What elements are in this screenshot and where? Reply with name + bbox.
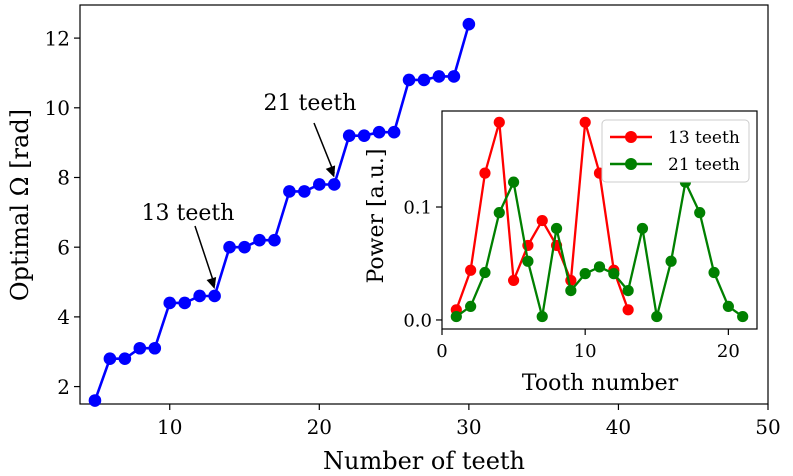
inset-data-point-21-teeth <box>694 207 706 219</box>
main-data-point-optimal-omega <box>432 70 446 83</box>
inset-x-tick-label: 10 <box>574 341 597 362</box>
inset-data-point-21-teeth <box>722 300 734 313</box>
main-y-axis-label: Optimal Ω [rad] <box>6 109 34 301</box>
main-data-point-optimal-omega <box>268 233 281 247</box>
inset-data-point-13-teeth <box>507 274 520 287</box>
main-series <box>88 17 476 407</box>
main-data-point-optimal-omega <box>298 185 311 198</box>
main-data-point-optimal-omega <box>327 178 341 191</box>
inset-data-point-21-teeth <box>479 266 491 279</box>
inset-data-point-21-teeth <box>450 310 462 323</box>
main-data-point-optimal-omega <box>342 129 356 142</box>
inset-data-point-21-teeth <box>565 284 577 297</box>
inset-data-point-21-teeth <box>737 310 749 323</box>
main-x-tick-label: 30 <box>456 415 481 439</box>
inset-y-tick-label: 0.1 <box>403 197 432 218</box>
inset-data-point-21-teeth <box>665 255 677 267</box>
inset-y-tick-label: 0.0 <box>403 310 432 331</box>
main-data-point-optimal-omega <box>253 233 266 247</box>
inset-data-point-21-teeth <box>550 222 563 235</box>
inset-data-point-13-teeth <box>622 304 634 316</box>
inset-data-point-13-teeth <box>479 167 491 179</box>
main-data-point-optimal-omega <box>447 70 461 83</box>
main-data-point-optimal-omega <box>372 125 386 139</box>
inset-data-point-21-teeth <box>493 207 505 219</box>
main-y-tick-label: 10 <box>45 96 70 120</box>
annotation-label: 13 teeth <box>142 201 235 226</box>
main-x-tick-label: 50 <box>755 415 780 439</box>
main-data-point-optimal-omega <box>148 341 162 355</box>
main-data-point-optimal-omega <box>283 185 296 198</box>
main-data-point-optimal-omega <box>387 125 401 139</box>
inset-data-point-21-teeth <box>465 300 477 313</box>
main-x-axis-label: Number of teeth <box>323 447 525 475</box>
main-x-tick-label: 40 <box>606 415 631 439</box>
main-data-point-optimal-omega <box>178 296 191 310</box>
annotation-arrow-head <box>325 165 336 178</box>
inset-legend: 13 teeth 21 teeth <box>601 119 750 183</box>
main-data-point-optimal-omega <box>417 73 431 87</box>
main-data-point-optimal-omega <box>163 296 177 310</box>
inset-data-point-21-teeth <box>593 261 606 273</box>
annotation-label: 21 teeth <box>264 91 357 116</box>
inset-y-axis-label: Power [a.u.] <box>364 149 389 284</box>
inset-ticks: 0 10 20 0.0 0.1 <box>403 197 739 362</box>
annotation-arrow-shaft <box>313 122 335 174</box>
inset-chart: 0 10 20 0.0 0.1 Tooth number Power [a.u.] 13… <box>364 110 758 396</box>
inset-data-point-13-teeth <box>465 264 477 276</box>
inset-data-point-21-teeth <box>636 222 649 235</box>
inset-x-tick-label: 20 <box>717 341 740 362</box>
legend-marker-21-teeth <box>625 158 637 170</box>
main-data-point-optimal-omega <box>223 240 236 254</box>
inset-data-point-21-teeth <box>651 310 663 323</box>
main-y-tick-label: 8 <box>57 166 70 190</box>
legend-marker-13-teeth <box>625 131 637 143</box>
main-data-point-optimal-omega <box>88 394 102 407</box>
main-ticks: 10 20 30 40 50 2 4 6 8 10 12 <box>45 26 781 439</box>
inset-data-point-13-teeth <box>536 214 548 227</box>
legend-label-21-teeth: 21 teeth <box>668 155 740 175</box>
main-data-point-optimal-omega <box>313 178 326 191</box>
inset-data-point-21-teeth <box>579 268 591 280</box>
inset-data-point-13-teeth <box>579 116 591 128</box>
main-data-point-optimal-omega <box>118 352 132 365</box>
inset-data-point-21-teeth <box>536 310 548 323</box>
main-y-tick-label: 6 <box>57 235 70 259</box>
inset-data-point-21-teeth <box>507 176 520 188</box>
main-data-point-optimal-omega <box>133 341 147 355</box>
annotation-arrow-shaft <box>194 225 216 286</box>
main-series-line-optimal-omega <box>93 23 471 401</box>
main-y-tick-label: 12 <box>45 26 70 50</box>
main-x-tick-label: 20 <box>307 415 332 439</box>
main-y-tick-label: 2 <box>57 375 70 399</box>
inset-x-axis-label: Tooth number <box>522 371 679 396</box>
legend-frame <box>601 119 750 183</box>
main-data-point-optimal-omega <box>357 129 371 142</box>
inset-data-point-13-teeth <box>493 116 505 128</box>
main-data-point-optimal-omega <box>208 289 221 303</box>
legend-label-13-teeth: 13 teeth <box>668 128 740 148</box>
main-data-point-optimal-omega <box>193 289 206 303</box>
inset-x-tick-label: 0 <box>436 341 447 362</box>
inset-data-point-21-teeth <box>622 284 634 297</box>
main-data-point-optimal-omega <box>402 73 416 87</box>
inset-data-point-21-teeth <box>522 255 534 267</box>
annotation-arrow-head <box>206 276 217 289</box>
main-annotations: 13 teeth 21 teeth <box>142 91 357 289</box>
main-data-point-optimal-omega <box>238 240 251 254</box>
main-x-tick-label: 10 <box>157 415 182 439</box>
inset-data-point-21-teeth <box>708 266 720 279</box>
main-data-point-optimal-omega <box>462 17 476 31</box>
inset-series <box>450 116 749 323</box>
main-y-tick-label: 4 <box>57 305 70 329</box>
main-chart: 10 20 30 40 50 2 4 6 8 10 12 Number of teeth Optim… <box>6 4 781 475</box>
main-plot-frame <box>79 4 769 405</box>
inset-data-point-21-teeth <box>608 268 620 280</box>
main-data-point-optimal-omega <box>103 352 117 365</box>
